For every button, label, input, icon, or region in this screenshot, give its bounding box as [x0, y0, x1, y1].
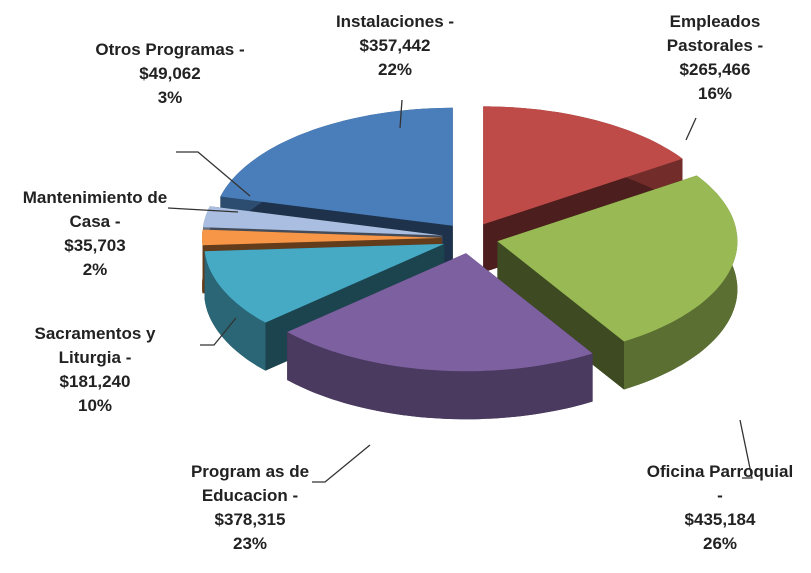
label-value: $265,466 [679, 60, 751, 79]
label-percent: 23% [232, 534, 268, 553]
data-label: Mantenimiento de Casa - $35,703 2% [0, 186, 195, 282]
slice-top [202, 229, 442, 246]
slice-wall [497, 241, 624, 390]
label-name: Oficina Parroquial - [646, 462, 794, 505]
label-value: $181,240 [59, 372, 131, 391]
slice-top [220, 107, 453, 226]
leader-line [312, 444, 371, 483]
label-value: $378,315 [214, 510, 286, 529]
slice-top [497, 175, 738, 342]
leader-line [167, 207, 239, 213]
slice-top [204, 243, 445, 323]
slice [497, 175, 738, 390]
label-percent: 3% [157, 88, 183, 107]
label-name: Empleados Pastorales - [666, 12, 764, 55]
label-percent: 10% [77, 396, 113, 415]
data-label: Program as de Educacion - $378,315 23% [150, 460, 350, 556]
label-percent: 16% [697, 84, 733, 103]
data-label: Empleados Pastorales - $265,466 16% [620, 10, 810, 106]
label-name: Mantenimiento de Casa - [22, 188, 168, 231]
label-value: $49,062 [139, 64, 201, 83]
label-percent: 22% [377, 60, 413, 79]
leader-line [200, 317, 237, 346]
leader-line [399, 99, 403, 129]
label-name: Otros Programas - [95, 40, 245, 59]
slice-top [203, 206, 443, 236]
slice-side [204, 251, 266, 371]
label-percent: 2% [82, 260, 108, 279]
slice-top [483, 106, 683, 225]
data-label: Sacramentos y Liturgia - $181,240 10% [0, 322, 195, 418]
label-name: Sacramentos y Liturgia - [34, 324, 156, 367]
leader-line [685, 117, 697, 141]
label-name: Instalaciones - [335, 12, 455, 31]
label-value: $35,703 [64, 236, 126, 255]
slice-top [287, 253, 593, 372]
slices [202, 106, 738, 420]
data-label: Instalaciones - $357,442 22% [295, 10, 495, 82]
slice-side [287, 332, 593, 420]
data-label: Otros Programas - $49,062 3% [70, 38, 270, 110]
leader-line [739, 419, 753, 479]
leader-line [176, 151, 251, 197]
data-label: Oficina Parroquial - $435,184 26% [625, 460, 811, 556]
label-value: $357,442 [359, 36, 431, 55]
label-value: $435,184 [684, 510, 756, 529]
slice [287, 253, 593, 420]
label-percent: 26% [702, 534, 738, 553]
label-name: Program as de Educacion - [190, 462, 310, 505]
